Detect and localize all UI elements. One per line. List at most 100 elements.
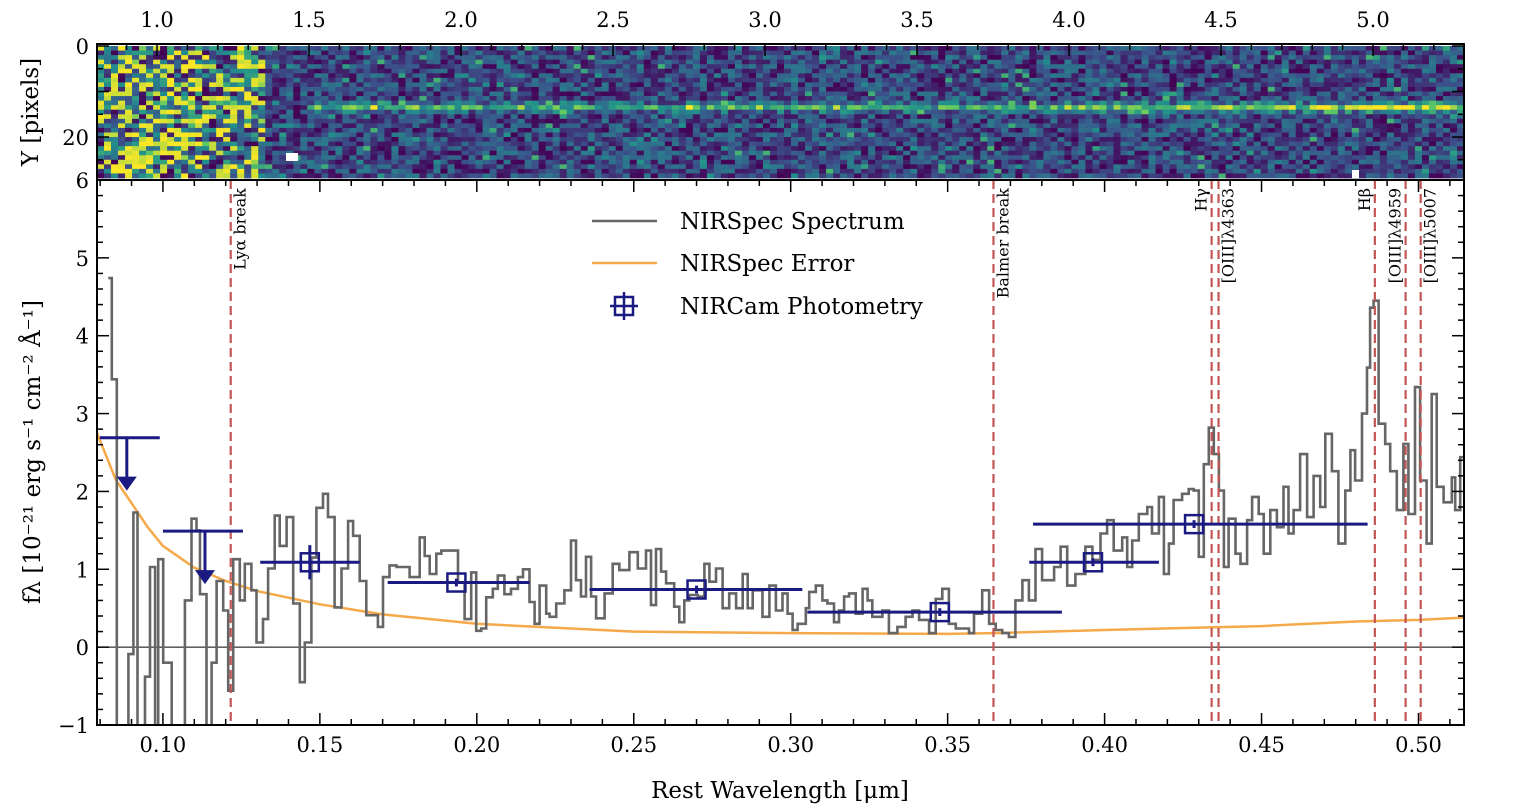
heatmap-cell xyxy=(1120,127,1128,133)
heatmap-cell xyxy=(636,146,645,152)
heatmap-cell xyxy=(482,118,490,124)
heatmap-cell xyxy=(685,86,694,92)
heatmap-cell xyxy=(987,159,995,165)
heatmap-cell xyxy=(566,164,575,170)
heatmap-cell xyxy=(300,123,308,129)
heatmap-cell xyxy=(118,77,126,83)
heatmap-cell xyxy=(167,155,175,161)
heatmap-cell xyxy=(1162,146,1170,152)
heatmap-cell xyxy=(755,150,764,156)
heatmap-cell xyxy=(608,59,617,65)
heatmap-cell xyxy=(300,146,308,152)
heatmap-cell xyxy=(608,105,617,111)
heatmap-cell xyxy=(426,118,434,124)
heatmap-cell xyxy=(265,68,273,74)
heatmap-cell xyxy=(167,168,175,174)
heatmap-cell xyxy=(671,155,680,161)
heatmap-cell xyxy=(482,150,490,156)
heatmap-cell xyxy=(1246,123,1255,129)
heatmap-cell xyxy=(118,141,126,147)
heatmap-cell xyxy=(805,159,813,165)
heatmap-cell xyxy=(741,118,750,124)
heatmap-cell xyxy=(1078,123,1086,129)
heatmap-cell xyxy=(903,127,911,133)
heatmap-cell xyxy=(1169,59,1177,65)
heatmap-cell xyxy=(440,73,448,79)
heatmap-cell xyxy=(994,155,1002,161)
heatmap-cell xyxy=(1050,59,1058,65)
heatmap-cell xyxy=(826,150,834,156)
heatmap-cell xyxy=(643,132,652,138)
heatmap-cell xyxy=(97,100,105,106)
heatmap-cell xyxy=(258,91,266,97)
heatmap-cell xyxy=(650,91,659,97)
heatmap-cell xyxy=(335,173,343,179)
heatmap-cell xyxy=(847,77,855,83)
heatmap-cell xyxy=(741,109,750,115)
heatmap-cell xyxy=(1169,82,1177,88)
heatmap-cell xyxy=(1155,164,1163,170)
heatmap-cell xyxy=(629,73,638,79)
heatmap-cell xyxy=(755,173,764,179)
heatmap-cell xyxy=(237,68,245,74)
heatmap-cell xyxy=(328,168,336,174)
heatmap-cell xyxy=(1295,46,1304,51)
heatmap-cell xyxy=(461,164,469,170)
heatmap-cell xyxy=(377,168,385,174)
heatmap-cell xyxy=(384,146,392,152)
heatmap-cell xyxy=(664,159,673,165)
heatmap-cell xyxy=(314,114,322,120)
heatmap-cell xyxy=(1148,96,1156,102)
heatmap-cell xyxy=(938,114,946,120)
heatmap-cell xyxy=(650,73,659,79)
heatmap-cell xyxy=(433,168,441,174)
heatmap-cell xyxy=(111,105,119,111)
heatmap-cell xyxy=(167,59,175,65)
heatmap-cell xyxy=(826,159,834,165)
heatmap-cell xyxy=(370,73,378,79)
heatmap-cell xyxy=(391,46,399,51)
heatmap-cell xyxy=(994,123,1002,129)
heatmap-cell xyxy=(1120,59,1128,65)
heatmap-cell xyxy=(1190,137,1199,142)
heatmap-cell xyxy=(447,55,455,61)
heatmap-cell xyxy=(784,168,792,174)
heatmap-cell xyxy=(251,91,259,97)
heatmap-cell xyxy=(1183,123,1191,129)
heatmap-cell xyxy=(664,46,673,51)
heatmap-cell xyxy=(405,123,413,129)
heatmap-cell xyxy=(237,114,245,120)
heatmap-cell xyxy=(784,132,792,138)
heatmap-cell xyxy=(1015,118,1023,124)
heatmap-cell xyxy=(896,91,904,97)
heatmap-cell xyxy=(1127,127,1135,133)
heatmap-cell xyxy=(223,173,231,179)
heatmap-cell xyxy=(482,46,490,51)
heatmap-cell xyxy=(1008,77,1016,83)
heatmap-cell xyxy=(440,141,448,147)
heatmap-cell xyxy=(1162,114,1170,120)
heatmap-cell xyxy=(1232,64,1241,70)
heatmap-cell xyxy=(833,109,841,115)
heatmap-cell xyxy=(1204,109,1213,115)
heatmap-cell xyxy=(889,150,897,156)
heatmap-cell xyxy=(784,59,792,65)
heatmap-cell xyxy=(286,123,294,129)
heatmap-cell xyxy=(706,73,715,79)
heatmap-cell xyxy=(566,50,575,56)
heatmap-cell xyxy=(328,82,336,88)
heatmap-cell xyxy=(1288,132,1297,138)
heatmap-cell xyxy=(1176,150,1184,156)
heatmap-cell xyxy=(706,109,715,115)
heatmap-cell xyxy=(784,91,792,97)
heatmap-cell xyxy=(566,46,575,51)
heatmap-cell xyxy=(720,127,729,133)
heatmap-cell xyxy=(1022,77,1030,83)
heatmap-cell xyxy=(1183,50,1191,56)
heatmap-cell xyxy=(1008,100,1016,106)
heatmap-cell xyxy=(258,55,266,61)
heatmap-cell xyxy=(650,100,659,106)
heatmap-cell xyxy=(896,127,904,133)
heatmap-cell xyxy=(762,109,771,115)
heatmap-cell xyxy=(1099,46,1107,51)
